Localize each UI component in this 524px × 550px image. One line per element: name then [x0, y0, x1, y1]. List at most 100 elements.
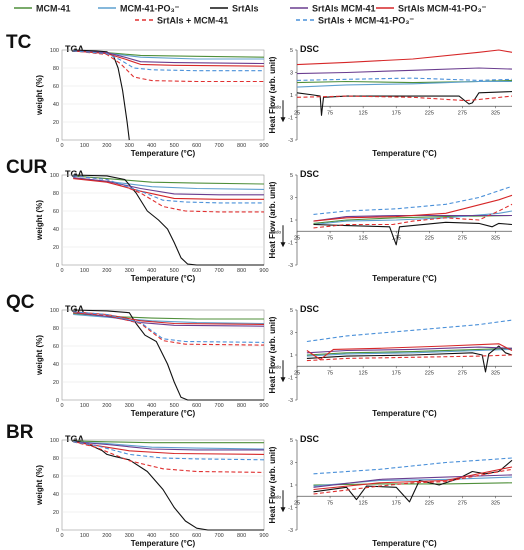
- x-tick-label: 0: [60, 403, 63, 409]
- x-tick-label: 200: [102, 533, 111, 539]
- panel-title: TGA: [65, 434, 84, 444]
- x-tick-label: 25: [294, 370, 300, 376]
- x-tick-label: 900: [259, 268, 268, 274]
- y-axis-label: weight (%): [35, 200, 44, 241]
- y-tick-label: 1: [290, 93, 293, 99]
- x-tick-label: 900: [259, 143, 268, 149]
- panel-qc-tga: QC TGA 0 20 40 60 80 100 0 100 200 300 400 500 600 700 8…: [6, 292, 269, 418]
- series-line-srtals-mcm-41: [313, 214, 512, 222]
- series-line-srtals-mcm-41-po: [313, 194, 513, 222]
- x-tick-label: 175: [392, 235, 401, 241]
- series-line-srtals-mcm-41-po: [306, 319, 513, 343]
- y-tick-label: -3: [288, 528, 293, 534]
- series-line-srtals-mcm-41: [313, 474, 513, 488]
- series-line-mcm-41-po: [296, 80, 512, 88]
- y-tick-label: 5: [290, 308, 293, 314]
- y-tick-label: 20: [53, 380, 59, 386]
- y-tick-label: 1: [290, 218, 293, 224]
- x-tick-label: 600: [192, 403, 201, 409]
- y-tick-label: 40: [53, 362, 59, 368]
- y-axis-label: Heat Flow (arb. unit): [268, 316, 277, 393]
- x-tick-label: 700: [215, 403, 224, 409]
- x-tick-label: 225: [425, 370, 434, 376]
- x-tick-label: 300: [125, 403, 134, 409]
- x-tick-label: 900: [259, 403, 268, 409]
- x-tick-label: 200: [102, 403, 111, 409]
- panel-title: DSC: [300, 434, 320, 444]
- y-tick-label: 80: [53, 456, 59, 462]
- x-tick-label: 400: [147, 143, 156, 149]
- y-tick-label: 3: [290, 71, 293, 77]
- x-axis-label: Temperature (°C): [131, 539, 196, 548]
- panel-title: DSC: [300, 304, 320, 314]
- endo-label: Endo: [270, 494, 281, 499]
- series-line-srtals-mcm-41: [73, 441, 265, 473]
- x-axis-label: Temperature (°C): [372, 149, 437, 158]
- legend-label-srtals-mcm-41: SrtAls MCM-41: [312, 4, 376, 14]
- series-line-srtals: [313, 221, 513, 246]
- y-tick-label: 100: [50, 308, 59, 314]
- series-line-srtals-mcm-41: [296, 95, 513, 102]
- x-axis-label: Temperature (°C): [131, 274, 196, 283]
- legend-label-mcm-41-po: MCM-41-PO₃⁻: [120, 4, 180, 14]
- plot-frame: [61, 439, 265, 531]
- series-line-srtals-mcm-41: [306, 346, 513, 354]
- y-tick-label: -1: [288, 241, 293, 247]
- x-tick-label: 225: [425, 235, 434, 241]
- x-tick-label: 200: [102, 268, 111, 274]
- series-line-srtals-mcm-41-po: [73, 441, 265, 461]
- x-tick-label: 125: [359, 235, 368, 241]
- x-tick-label: 100: [80, 268, 89, 274]
- plot-frame: [61, 174, 265, 266]
- series-line-srtals: [313, 459, 513, 503]
- x-tick-label: 325: [491, 110, 500, 116]
- y-tick-label: 20: [53, 245, 59, 251]
- x-tick-label: 225: [425, 110, 434, 116]
- endo-label: Endo: [270, 104, 281, 109]
- x-tick-label: 400: [147, 403, 156, 409]
- series-line-mcm-41: [313, 482, 513, 486]
- x-tick-label: 275: [458, 370, 467, 376]
- y-axis-label: weight (%): [35, 465, 44, 506]
- y-tick-label: 80: [53, 66, 59, 72]
- legend: MCM-41 MCM-41-PO₃⁻ SrtAls SrtAls MCM-41 SrtA…: [14, 4, 487, 26]
- y-tick-label: 60: [53, 84, 59, 90]
- y-tick-label: 80: [53, 191, 59, 197]
- panel-title: TGA: [65, 169, 84, 179]
- x-tick-label: 600: [192, 268, 201, 274]
- series-line-mcm-41-po: [73, 441, 265, 450]
- x-axis-label: Temperature (°C): [372, 539, 437, 548]
- x-tick-label: 100: [80, 533, 89, 539]
- x-axis-label: Temperature (°C): [131, 409, 196, 418]
- row-label: TC: [6, 32, 32, 53]
- series-line-srtals-mcm-41-po: [313, 466, 513, 491]
- x-tick-label: 300: [125, 143, 134, 149]
- panel-title: TGA: [65, 304, 84, 314]
- endo-label: Endo: [270, 229, 281, 234]
- y-tick-label: 5: [290, 173, 293, 179]
- x-tick-label: 175: [392, 500, 401, 506]
- y-tick-label: -3: [288, 263, 293, 269]
- panel-tc-tga: TC TGA 0 20 40 60 80 100 0 100 200 300 400 500 600 700 8…: [6, 32, 269, 158]
- y-tick-label: 0: [56, 398, 59, 404]
- y-tick-label: 3: [290, 461, 293, 467]
- x-tick-label: 175: [392, 110, 401, 116]
- series-line-srtals: [306, 345, 513, 373]
- series-line-srtals-mcm-41: [73, 177, 264, 196]
- x-tick-label: 400: [147, 533, 156, 539]
- x-tick-label: 75: [327, 110, 333, 116]
- x-tick-label: 500: [170, 268, 179, 274]
- y-tick-label: 60: [53, 474, 59, 480]
- row-label: CUR: [6, 157, 47, 178]
- series-line-mcm-41: [73, 175, 265, 185]
- y-tick-label: 0: [56, 138, 59, 144]
- x-tick-label: 125: [359, 110, 368, 116]
- x-tick-label: 900: [259, 533, 268, 539]
- x-tick-label: 225: [425, 500, 434, 506]
- y-tick-label: -1: [288, 506, 293, 512]
- x-tick-label: 125: [359, 500, 368, 506]
- series-line-srtals-mcm-41-po: [296, 77, 513, 81]
- x-tick-label: 800: [237, 533, 246, 539]
- x-axis-label: Temperature (°C): [131, 149, 196, 158]
